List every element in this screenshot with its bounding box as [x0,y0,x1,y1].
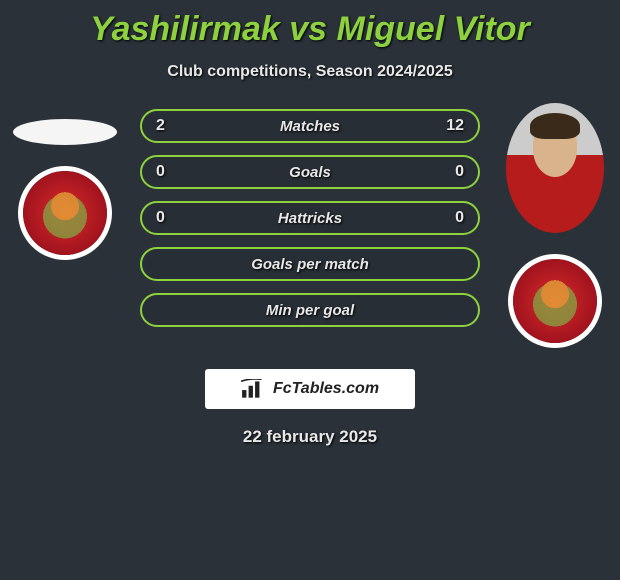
player-right-column [500,109,610,343]
stat-label: Min per goal [180,302,440,319]
comparison-panel: 2 Matches 12 0 Goals 0 0 Hattricks 0 Goa… [0,109,620,359]
stat-row-goals: 0 Goals 0 [140,155,480,189]
stat-right-value: 12 [440,117,464,135]
snapshot-date: 22 february 2025 [0,427,620,447]
stat-right-value: 0 [440,163,464,181]
stat-left-value: 2 [156,117,180,135]
player-left-avatar [13,119,117,145]
stats-list: 2 Matches 12 0 Goals 0 0 Hattricks 0 Goa… [140,109,480,339]
stat-label: Goals [180,164,440,181]
stat-row-min-per-goal: Min per goal [140,293,480,327]
subtitle: Club competitions, Season 2024/2025 [0,63,620,81]
player-right-club-badge [513,259,597,343]
player-left-column [10,109,120,255]
player-right-avatar [506,103,604,233]
stat-row-hattricks: 0 Hattricks 0 [140,201,480,235]
stat-label: Goals per match [180,256,440,273]
watermark-text: FcTables.com [273,380,379,398]
watermark-badge: FcTables.com [205,369,415,409]
stat-label: Hattricks [180,210,440,227]
stat-left-value: 0 [156,163,180,181]
stat-row-goals-per-match: Goals per match [140,247,480,281]
page-title: Yashilirmak vs Miguel Vitor [0,0,620,49]
stat-label: Matches [180,118,440,135]
stat-row-matches: 2 Matches 12 [140,109,480,143]
stat-left-value: 0 [156,209,180,227]
player-left-club-badge [23,171,107,255]
bar-chart-icon [241,379,267,399]
stat-right-value: 0 [440,209,464,227]
